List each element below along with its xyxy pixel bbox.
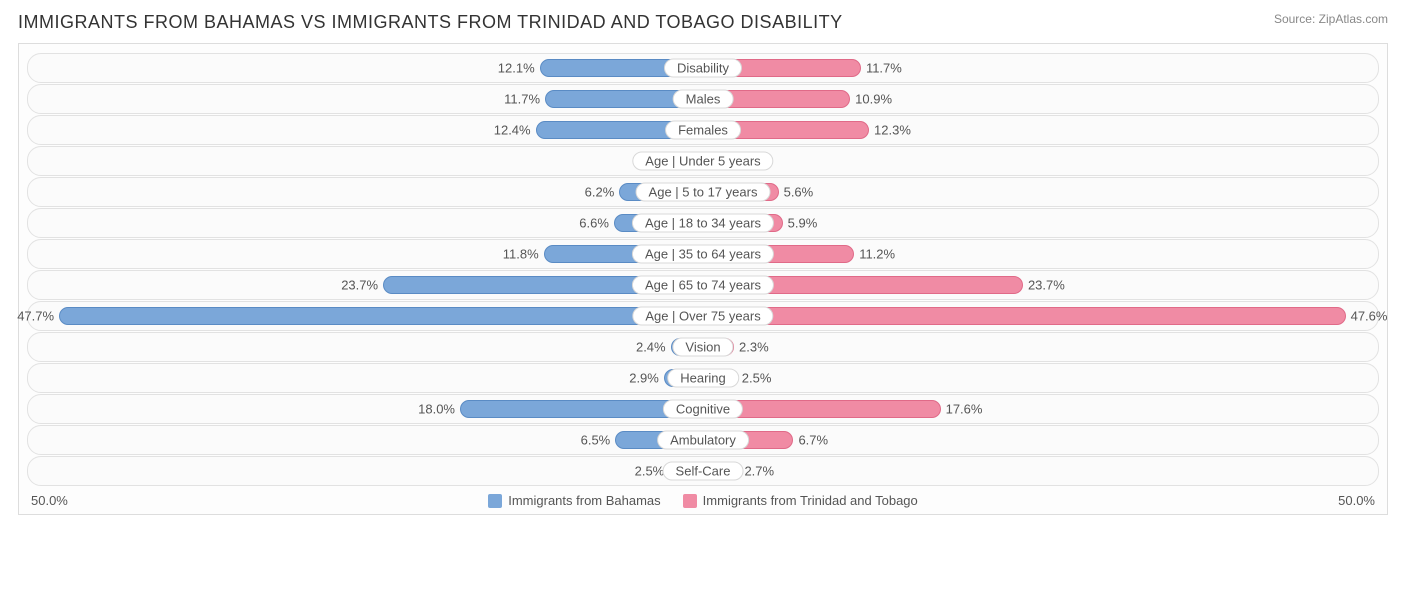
category-label: Age | 5 to 17 years xyxy=(636,183,771,202)
category-label: Females xyxy=(665,121,741,140)
category-label: Age | Over 75 years xyxy=(632,307,773,326)
chart-area: 12.1% 11.7% Disability 11.7% 10.9% Males 12.4%… xyxy=(18,43,1388,515)
axis-right-max: 50.0% xyxy=(1315,493,1375,508)
chart-source: Source: ZipAtlas.com xyxy=(1274,12,1388,26)
category-label: Age | 35 to 64 years xyxy=(632,245,774,264)
value-left: 23.7% xyxy=(341,278,378,293)
value-left: 2.9% xyxy=(629,371,659,386)
axis-left-max: 50.0% xyxy=(31,493,91,508)
value-left: 11.7% xyxy=(504,92,540,107)
chart-row: 18.0% 17.6% Cognitive xyxy=(27,394,1379,424)
category-label: Hearing xyxy=(667,369,739,388)
value-left: 6.2% xyxy=(585,185,615,200)
legend-item-right: Immigrants from Trinidad and Tobago xyxy=(683,493,918,508)
category-label: Age | Under 5 years xyxy=(632,152,773,171)
value-right: 12.3% xyxy=(874,123,911,138)
legend-swatch-left xyxy=(488,494,502,508)
legend-swatch-right xyxy=(683,494,697,508)
chart-row: 2.9% 2.5%Hearing xyxy=(27,363,1379,393)
value-right: 11.2% xyxy=(859,247,895,262)
chart-row: 11.7% 10.9% Males xyxy=(27,84,1379,114)
value-left: 11.8% xyxy=(503,247,539,262)
chart-row: 1.2%1.1%Age | Under 5 years xyxy=(27,146,1379,176)
legend-label-right: Immigrants from Trinidad and Tobago xyxy=(703,493,918,508)
value-left: 2.5% xyxy=(635,464,665,479)
category-label: Age | 18 to 34 years xyxy=(632,214,774,233)
bar-right: 47.6% xyxy=(703,307,1346,325)
value-left: 12.1% xyxy=(498,61,535,76)
legend-label-left: Immigrants from Bahamas xyxy=(508,493,660,508)
category-label: Age | 65 to 74 years xyxy=(632,276,774,295)
chart-row: 47.7%47.6%Age | Over 75 years xyxy=(27,301,1379,331)
value-right: 6.7% xyxy=(798,433,828,448)
value-right: 2.7% xyxy=(744,464,774,479)
chart-row: 11.8% 11.2% Age | 35 to 64 years xyxy=(27,239,1379,269)
value-right: 2.3% xyxy=(739,340,769,355)
chart-row: 23.7% 23.7% Age | 65 to 74 years xyxy=(27,270,1379,300)
value-right: 10.9% xyxy=(855,92,892,107)
value-right: 47.6% xyxy=(1351,309,1388,324)
value-right: 5.9% xyxy=(788,216,818,231)
category-label: Males xyxy=(673,90,734,109)
value-left: 6.6% xyxy=(579,216,609,231)
category-label: Self-Care xyxy=(663,462,744,481)
chart-row: 2.4% 2.3% Vision xyxy=(27,332,1379,362)
chart-row: 6.2% 5.6% Age | 5 to 17 years xyxy=(27,177,1379,207)
category-label: Vision xyxy=(672,338,733,357)
value-right: 17.6% xyxy=(946,402,983,417)
value-right: 5.6% xyxy=(784,185,814,200)
category-label: Ambulatory xyxy=(657,431,749,450)
category-label: Cognitive xyxy=(663,400,743,419)
value-left: 18.0% xyxy=(418,402,455,417)
bar-left: 47.7% xyxy=(59,307,703,325)
value-right: 2.5% xyxy=(742,371,772,386)
legend: Immigrants from Bahamas Immigrants from … xyxy=(91,493,1315,508)
value-right: 23.7% xyxy=(1028,278,1065,293)
chart-row: 6.6% 5.9% Age | 18 to 34 years xyxy=(27,208,1379,238)
value-left: 2.4% xyxy=(636,340,666,355)
legend-item-left: Immigrants from Bahamas xyxy=(488,493,660,508)
value-left: 47.7% xyxy=(17,309,54,324)
chart-row: 12.1% 11.7% Disability xyxy=(27,53,1379,83)
value-right: 11.7% xyxy=(866,61,902,76)
chart-row: 2.5% 2.7%Self-Care xyxy=(27,456,1379,486)
chart-row: 6.5% 6.7% Ambulatory xyxy=(27,425,1379,455)
value-left: 12.4% xyxy=(494,123,531,138)
chart-title: IMMIGRANTS FROM BAHAMAS VS IMMIGRANTS FR… xyxy=(18,12,843,33)
chart-row: 12.4% 12.3% Females xyxy=(27,115,1379,145)
category-label: Disability xyxy=(664,59,742,78)
value-left: 6.5% xyxy=(581,433,611,448)
